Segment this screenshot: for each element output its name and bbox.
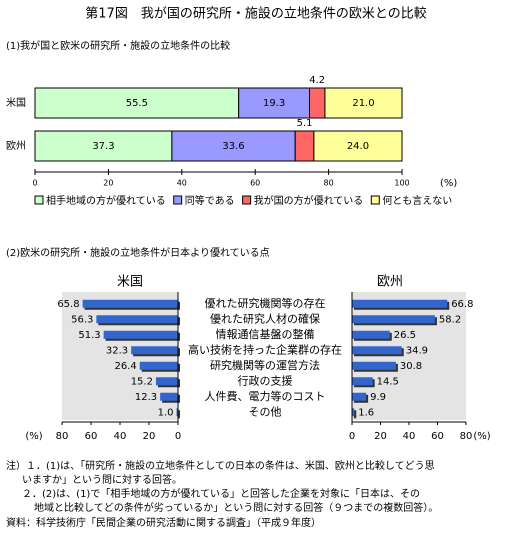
- bar: [131, 346, 178, 355]
- x-tick-label: 20: [103, 179, 113, 188]
- value-label: 24.0: [347, 141, 369, 152]
- bar-segment: [294, 130, 315, 162]
- bar: [103, 330, 178, 339]
- legend-label: 相手地域の方が優れている: [46, 194, 166, 207]
- value-label: 1.0: [158, 407, 174, 418]
- value-label: 15.2: [131, 376, 153, 387]
- x-tick-label: 0: [32, 179, 37, 188]
- bar: [352, 299, 448, 308]
- subtitle: (1)我が国と欧米の研究所・施設の立地条件の比較: [6, 39, 230, 52]
- bar: [352, 408, 355, 417]
- note: ２．(2)は、(1)で「相手地域の方が優れている」と回答した企業を対象に「日本は…: [22, 487, 420, 500]
- note: いますか」という問に対する回答。: [22, 473, 182, 486]
- value-label: 32.3: [106, 345, 128, 356]
- category-label: 研究機関等の運営方法: [210, 358, 320, 372]
- x-tick-label: 0: [349, 431, 355, 442]
- category-label: 高い技術を持った企業群の存在: [188, 342, 342, 356]
- value-label: 51.3: [78, 330, 100, 341]
- legend-label: 我が国の方が優れている: [254, 194, 364, 207]
- value-label: 19.3: [263, 98, 285, 109]
- bar-shadow: [354, 410, 357, 419]
- value-label: 21.0: [352, 98, 374, 109]
- note: 地域と比較してどの条件が劣っているか」という問に対する回答（９つまでの複数回答）…: [34, 501, 438, 514]
- category-label: 欧州: [6, 140, 26, 152]
- title: 第17図 我が国の研究所・施設の立地条件の欧米との比較: [85, 6, 426, 22]
- legend-swatch: [242, 195, 252, 205]
- panel-title: 米国: [117, 275, 143, 290]
- legend-swatch: [34, 195, 44, 205]
- value-label: 14.5: [377, 376, 399, 387]
- bar: [139, 361, 178, 370]
- value-label: 65.8: [57, 299, 79, 310]
- value-label: 34.9: [406, 345, 428, 356]
- bar: [160, 392, 178, 401]
- bar: [352, 330, 390, 339]
- legend-swatch: [370, 195, 380, 205]
- source: 資料：科学技術庁「民間企業の研究活動に関する調査」（平成９年度）: [6, 516, 321, 529]
- x-axis-label: (%): [473, 431, 490, 442]
- category-label: 行政の支援: [238, 373, 293, 387]
- panel-title: 欧州: [377, 275, 403, 290]
- bar-segment: [309, 87, 326, 119]
- bar: [352, 315, 435, 324]
- category-label: その他: [249, 405, 282, 418]
- note: 注）１．(1)は、「研究所・施設の立地条件としての日本の条件は、米国、欧州と比較…: [6, 459, 435, 472]
- x-tick-label: 40: [177, 179, 187, 188]
- bar-segment: [238, 87, 311, 119]
- x-tick-label: 60: [85, 431, 98, 442]
- bar-segment: [171, 130, 296, 162]
- x-axis-label: (%): [25, 431, 42, 442]
- bar: [352, 377, 373, 386]
- x-tick-label: 40: [403, 431, 416, 442]
- value-label: 26.5: [394, 330, 416, 341]
- category-label: 米国: [6, 96, 26, 109]
- bar-segment: [324, 87, 403, 119]
- legend-label: 同等である: [185, 194, 235, 207]
- bar-segment: [34, 87, 240, 119]
- bar: [82, 299, 178, 308]
- bar: [96, 315, 178, 324]
- x-tick-label: 60: [431, 431, 444, 442]
- x-axis-label: (%): [440, 178, 457, 189]
- bar-segment: [313, 130, 403, 162]
- bar: [352, 361, 396, 370]
- x-tick-label: 0: [175, 431, 181, 442]
- x-tick-label: 20: [374, 431, 387, 442]
- value-label: 30.8: [400, 361, 422, 372]
- bar: [155, 377, 178, 386]
- x-tick-label: 80: [460, 431, 473, 442]
- x-tick-label: 40: [114, 431, 127, 442]
- value-label: 12.3: [135, 392, 157, 403]
- legend-swatch: [173, 195, 183, 205]
- value-label: 56.3: [71, 314, 93, 325]
- category-label: 優れた研究人材の確保: [210, 311, 320, 325]
- value-label: 55.5: [126, 98, 148, 109]
- value-label: 37.3: [92, 141, 114, 152]
- bar: [176, 408, 178, 417]
- bar: [352, 346, 402, 355]
- value-label: 9.9: [370, 392, 386, 403]
- value-label: 1.6: [358, 407, 374, 418]
- x-tick-label: 60: [250, 179, 260, 188]
- bar-shadow: [178, 410, 180, 419]
- category-label: 優れた研究機関等の存在: [205, 296, 326, 310]
- value-label: 58.2: [439, 314, 461, 325]
- x-tick-label: 80: [324, 179, 334, 188]
- x-tick-label: 100: [394, 179, 409, 188]
- category-label: 人件費、電力等のコスト: [205, 389, 326, 403]
- category-label: 情報通信基盤の整備: [216, 327, 315, 341]
- value-label: 4.2: [309, 75, 325, 86]
- value-label: 66.8: [451, 299, 473, 310]
- x-tick-label: 80: [56, 431, 69, 442]
- value-label: 5.1: [297, 118, 313, 129]
- subtitle: (2)欧米の研究所・施設の立地条件が日本より優れている点: [6, 246, 270, 259]
- x-tick-label: 20: [143, 431, 156, 442]
- bar: [352, 392, 367, 401]
- legend-label: 何とも言えない: [382, 194, 452, 207]
- value-label: 26.4: [114, 361, 136, 372]
- value-label: 33.6: [222, 141, 244, 152]
